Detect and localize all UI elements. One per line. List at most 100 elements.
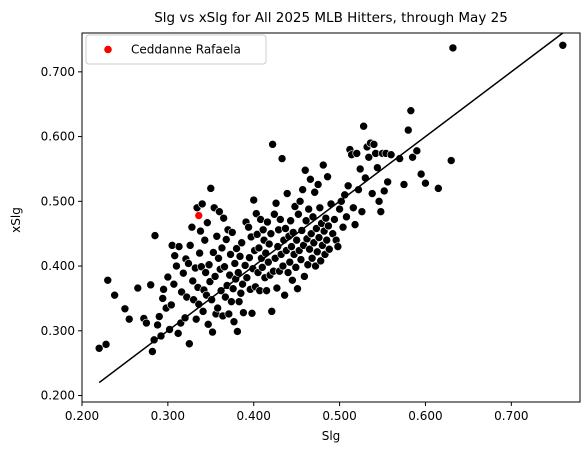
data-point [282,189,292,198]
data-point [298,185,307,194]
data-point [271,198,281,208]
x-tick-label: 0.700 [494,409,528,423]
x-axis-label: Slg [322,429,341,443]
data-point [350,220,360,229]
data-point [187,222,197,232]
data-point [315,203,325,213]
data-point [224,309,234,319]
data-point [173,329,183,338]
data-point [338,222,348,232]
data-point [361,173,370,183]
data-point [379,186,389,196]
y-tick-label: 0.200 [41,389,75,403]
data-point [288,275,297,285]
data-point [266,229,276,238]
data-point [324,221,333,231]
data-point [270,253,280,263]
data-point [313,180,323,189]
data-point [294,209,303,219]
data-point [227,228,237,237]
data-point [316,256,326,266]
plot-area [81,32,581,403]
data-point [158,294,168,303]
data-point [369,140,379,149]
legend-box [85,34,267,65]
data-point [290,202,300,211]
data-point [264,257,273,267]
data-point [133,283,143,293]
data-point [349,203,358,213]
x-tick-label: 0.500 [322,409,356,423]
x-tick-label: 0.300 [151,409,185,423]
data-point [278,261,288,271]
data-point [267,307,277,316]
legend-label: Ceddanne Rafaela [131,43,241,57]
data-point [254,243,264,253]
data-point [245,253,254,262]
data-point [177,287,186,297]
data-point [229,317,239,327]
data-point [312,224,321,233]
data-point [293,284,302,294]
data-point [309,238,319,248]
chart-title: Slg vs xSlg for All 2025 MLB Hitters, th… [154,10,508,26]
data-point [110,290,119,300]
data-point [333,242,343,251]
data-point [237,238,246,248]
data-point [188,276,198,286]
data-point [215,207,224,216]
data-point [261,248,271,258]
data-point [311,261,320,271]
data-point [148,347,157,356]
data-point [268,140,277,149]
data-point [283,268,293,277]
data-point [434,184,443,193]
data-point [323,172,332,182]
data-point [421,178,430,188]
data-point [142,318,151,328]
data-point [355,164,365,174]
data-point [146,280,155,290]
data-point [214,253,223,263]
data-point [239,308,248,317]
data-point [185,339,194,349]
data-point [154,312,164,321]
data-point [292,235,301,245]
data-point [322,235,332,245]
data-point [233,327,242,336]
y-tick-label: 0.400 [41,259,75,273]
data-point [300,165,310,175]
data-point [244,222,253,232]
data-point [226,250,235,259]
data-point [235,252,245,261]
data-point [219,213,228,223]
data-point [364,152,374,162]
data-point [227,297,236,306]
data-point [212,231,222,241]
data-point [342,212,351,222]
data-point [296,255,306,264]
data-point [367,189,377,198]
data-point [272,283,282,293]
data-point [207,295,216,305]
data-point [233,268,243,277]
data-point [403,125,413,135]
data-point [314,233,324,242]
y-axis: 0.200 0.300 0.400 0.500 0.600 0.700 [41,65,82,403]
data-point [301,216,311,226]
data-point [170,251,180,260]
data-point [209,248,218,257]
data-point [242,273,252,283]
data-point [198,307,208,316]
data-point [234,297,244,306]
data-point [312,247,322,257]
data-point [324,244,334,254]
data-point [240,261,250,270]
data-point [221,292,230,302]
x-tick-label: 0.400 [237,409,271,423]
data-point [352,149,362,158]
highlight-point [194,211,204,220]
data-point [343,181,353,191]
data-point [399,180,409,189]
